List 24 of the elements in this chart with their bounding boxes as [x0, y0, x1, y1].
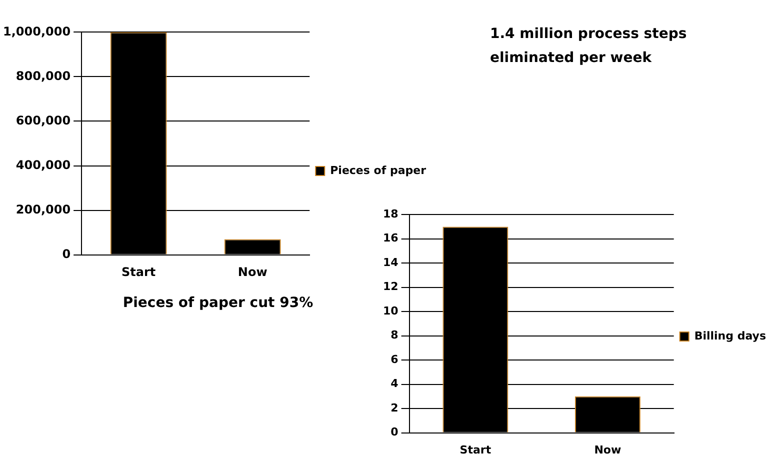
y-tick-label: 600,000	[16, 113, 71, 128]
x-tick-label: Start	[460, 443, 492, 456]
y-tick-label: 2	[390, 401, 398, 414]
y-tick-label: 6	[390, 352, 399, 366]
x-tick-label: Now	[594, 443, 622, 456]
y-tick-label: 800,000	[16, 68, 71, 83]
y-tick-label: 0	[390, 426, 399, 439]
x-tick-label: Now	[238, 265, 268, 280]
y-tick-label: 14	[382, 256, 399, 269]
y-tick-label: 400,000	[16, 158, 71, 172]
x-tick-label: Start	[122, 265, 156, 280]
y-tick-label: 18	[382, 207, 398, 220]
legend-label: Pieces of paper	[330, 164, 427, 177]
y-tick-label: 12	[382, 280, 398, 294]
y-tick-label: 0	[62, 246, 71, 261]
y-tick-label: 16	[382, 232, 399, 245]
y-tick-label: 1,000,000	[2, 24, 71, 38]
text: Pieces of paper cut 93%	[122, 295, 314, 312]
y-tick-label: 200,000	[16, 202, 71, 216]
y-tick-label: 8	[390, 328, 398, 342]
legend-label: Billing days	[694, 329, 766, 342]
y-tick-label: 10	[382, 304, 399, 318]
y-tick-label: 4	[390, 377, 399, 390]
text: 1.4 million process steps eliminated per week	[490, 25, 688, 68]
